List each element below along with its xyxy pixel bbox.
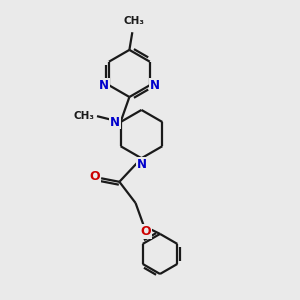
Text: O: O: [89, 170, 100, 183]
Text: N: N: [99, 79, 109, 92]
Text: O: O: [141, 225, 152, 238]
Text: N: N: [110, 116, 120, 128]
Text: N: N: [150, 79, 160, 92]
Text: N: N: [137, 158, 147, 171]
Text: CH₃: CH₃: [73, 111, 94, 121]
Text: CH₃: CH₃: [123, 16, 144, 26]
